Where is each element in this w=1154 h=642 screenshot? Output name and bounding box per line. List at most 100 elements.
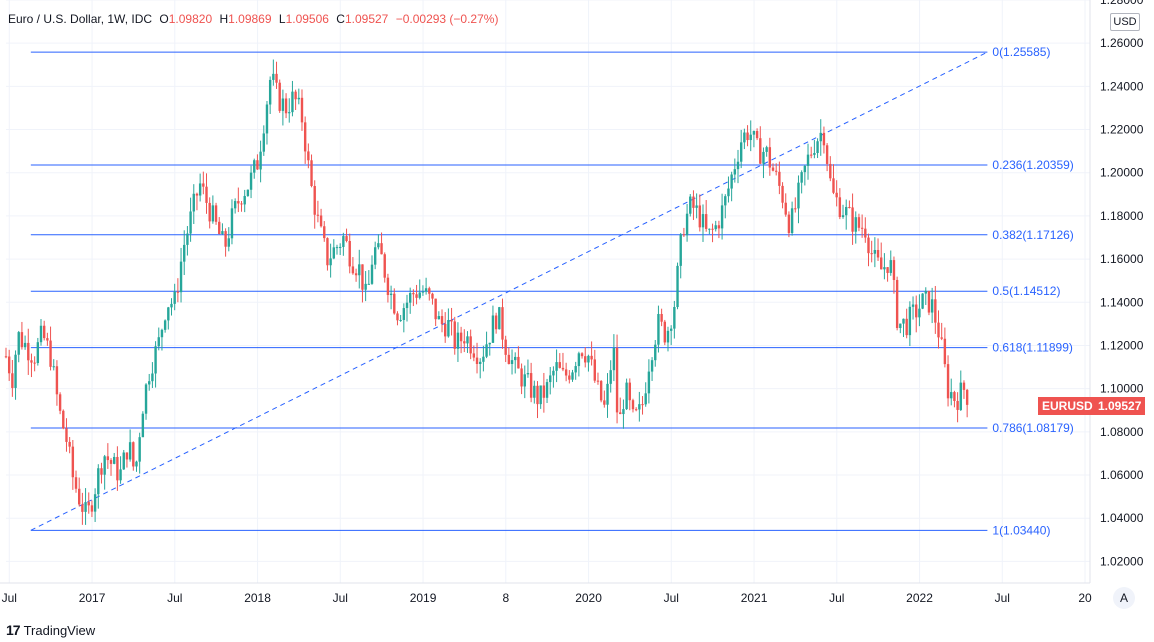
candle-body xyxy=(695,205,698,208)
candle-body xyxy=(644,393,647,405)
candle-body xyxy=(654,344,657,361)
time-tick-label: Jul xyxy=(664,591,679,605)
candle-body xyxy=(154,346,157,374)
candle-body xyxy=(36,342,40,364)
candle-body xyxy=(408,293,412,303)
candle-body xyxy=(482,356,485,362)
candle-body xyxy=(246,189,250,196)
candle-body xyxy=(943,338,947,365)
fib-level-label: 0.382(1.17126) xyxy=(992,228,1073,242)
candle-body xyxy=(638,404,641,410)
candle-body xyxy=(275,73,278,83)
close-value: 1.09527 xyxy=(344,12,389,26)
candle-body xyxy=(364,283,367,290)
candle-body xyxy=(864,228,867,238)
candle-body xyxy=(689,196,692,214)
candle-body xyxy=(68,441,71,447)
candle-body xyxy=(755,130,759,139)
price-tick-label: 1.24000 xyxy=(1100,79,1144,93)
candle-body xyxy=(27,342,30,361)
candle-body xyxy=(899,323,902,329)
candle-body xyxy=(192,193,195,212)
candle-body xyxy=(466,336,469,344)
candle-body xyxy=(924,290,927,294)
candle-body xyxy=(498,307,501,330)
candle-body xyxy=(561,367,565,370)
time-tick-label: Jul xyxy=(995,591,1010,605)
candle-body xyxy=(759,138,762,164)
candle-body xyxy=(666,330,670,343)
candle-body xyxy=(880,257,883,270)
candle-body xyxy=(784,202,787,215)
candle-body xyxy=(351,266,355,274)
last-price-badge: 1.09527 xyxy=(1094,397,1146,415)
candle-body xyxy=(873,249,877,254)
candle-body xyxy=(631,400,635,410)
close-label: C xyxy=(336,12,345,26)
candle-body xyxy=(218,221,221,234)
candle-body xyxy=(733,169,737,175)
candle-body xyxy=(243,195,246,205)
candle-body xyxy=(97,468,100,495)
candle-body xyxy=(30,360,33,363)
candle-body xyxy=(806,154,810,166)
candle-body xyxy=(459,332,463,342)
candle-body xyxy=(415,294,418,298)
candle-body xyxy=(549,375,552,383)
candle-body xyxy=(542,385,546,398)
candle-body xyxy=(832,178,835,193)
candle-body xyxy=(11,373,14,388)
candle-body xyxy=(539,385,542,405)
candle-body xyxy=(889,260,892,273)
candle-body xyxy=(902,318,905,324)
candle-body xyxy=(157,337,160,347)
auto-scale-button[interactable]: A xyxy=(1113,587,1135,609)
candle-body xyxy=(469,336,472,354)
candle-body xyxy=(405,302,409,309)
candle-body xyxy=(237,201,240,204)
candle-body xyxy=(81,504,84,512)
candle-body xyxy=(634,409,638,411)
low-value: 1.09506 xyxy=(285,12,329,26)
candle-body xyxy=(937,322,940,338)
candle-body xyxy=(612,347,616,371)
fib-trend-line[interactable] xyxy=(30,51,988,531)
candle-body xyxy=(456,332,460,349)
candle-body xyxy=(577,353,581,367)
candle-body xyxy=(717,225,721,229)
candle-body xyxy=(383,254,386,278)
time-axis[interactable]: Jul 2017 Jul 2018 Jul 2019 8 2020 Jul 2021 Jul 2022… xyxy=(0,582,1092,605)
candle-body xyxy=(303,122,307,152)
candle-body xyxy=(533,385,536,398)
candle-body xyxy=(510,360,514,365)
candle-body xyxy=(323,226,326,239)
candle-body xyxy=(431,293,434,299)
tradingview-branding[interactable]: 17 TradingView xyxy=(6,622,95,638)
candle-body xyxy=(752,130,756,135)
candle-body xyxy=(558,362,561,368)
candle-body xyxy=(787,214,791,234)
fib-level-label: 0.5(1.14512) xyxy=(992,284,1060,298)
price-tick-label: 1.26000 xyxy=(1100,36,1144,50)
currency-button[interactable]: USD xyxy=(1110,13,1140,31)
candle-body xyxy=(819,132,822,142)
fib-retracement[interactable]: 0(1.25585) 0.236(1.20359) 0.382(1.17126) 0.… xyxy=(30,45,1074,537)
candle-body xyxy=(895,279,899,329)
candle-body xyxy=(491,315,495,343)
candle-body xyxy=(138,437,141,462)
candle-body xyxy=(501,307,504,340)
candle-body xyxy=(555,362,558,371)
candle-body xyxy=(4,356,8,358)
price-axis[interactable]: 1.28000 1.26000 1.24000 1.22000 1.20000 1.180… xyxy=(1089,0,1144,583)
candle-body xyxy=(720,205,724,229)
candle-body xyxy=(628,382,631,401)
candle-body xyxy=(762,151,765,164)
candle-body xyxy=(825,145,829,164)
fib-level-label: 0.786(1.08179) xyxy=(992,421,1073,435)
candle-body xyxy=(641,404,644,406)
chart-legend: Euro / U.S. Dollar, 1W, IDC O1.09820 H1.… xyxy=(8,12,498,26)
candle-body xyxy=(113,456,116,464)
candle-body xyxy=(841,215,845,218)
candle-body xyxy=(326,238,329,266)
